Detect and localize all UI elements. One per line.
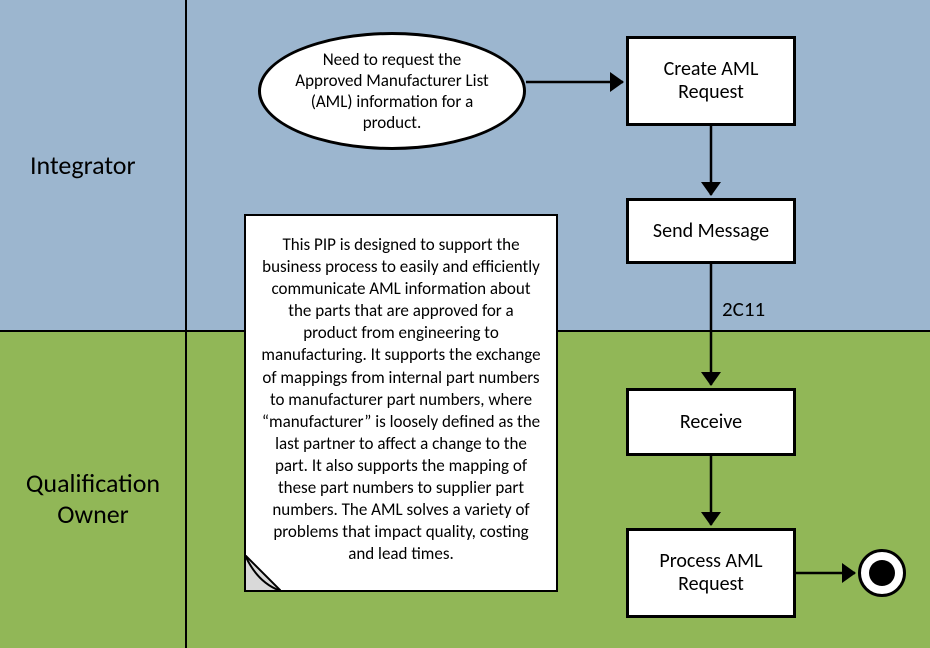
end-event-dot — [869, 560, 895, 586]
annotation-note: This PIP is designed to support the busi… — [244, 214, 558, 592]
end-event — [858, 549, 906, 597]
lane-label-integrator: Integrator — [30, 150, 136, 181]
activity-label: Send Message — [653, 220, 769, 243]
activity-label: Receive — [680, 411, 742, 434]
note-fold-icon — [245, 555, 281, 591]
start-event-text: Need to request the Approved Manufacture… — [291, 49, 493, 134]
lane-divider-vertical — [185, 0, 187, 648]
annotation-text: This PIP is designed to support the busi… — [261, 234, 540, 564]
activity-receive: Receive — [626, 388, 796, 456]
activity-label: Process AML Request — [633, 550, 789, 596]
activity-label: Create AML Request — [633, 58, 789, 104]
edge-label-2c11: 2C11 — [722, 296, 765, 322]
start-event: Need to request the Approved Manufacture… — [258, 32, 526, 150]
swimlane-diagram: Integrator QualificationOwner Need to re… — [0, 0, 930, 648]
lane-label-qualification-owner: QualificationOwner — [13, 468, 173, 530]
activity-process-aml-request: Process AML Request — [626, 528, 796, 618]
activity-create-aml-request: Create AML Request — [626, 36, 796, 126]
activity-send-message: Send Message — [626, 198, 796, 264]
